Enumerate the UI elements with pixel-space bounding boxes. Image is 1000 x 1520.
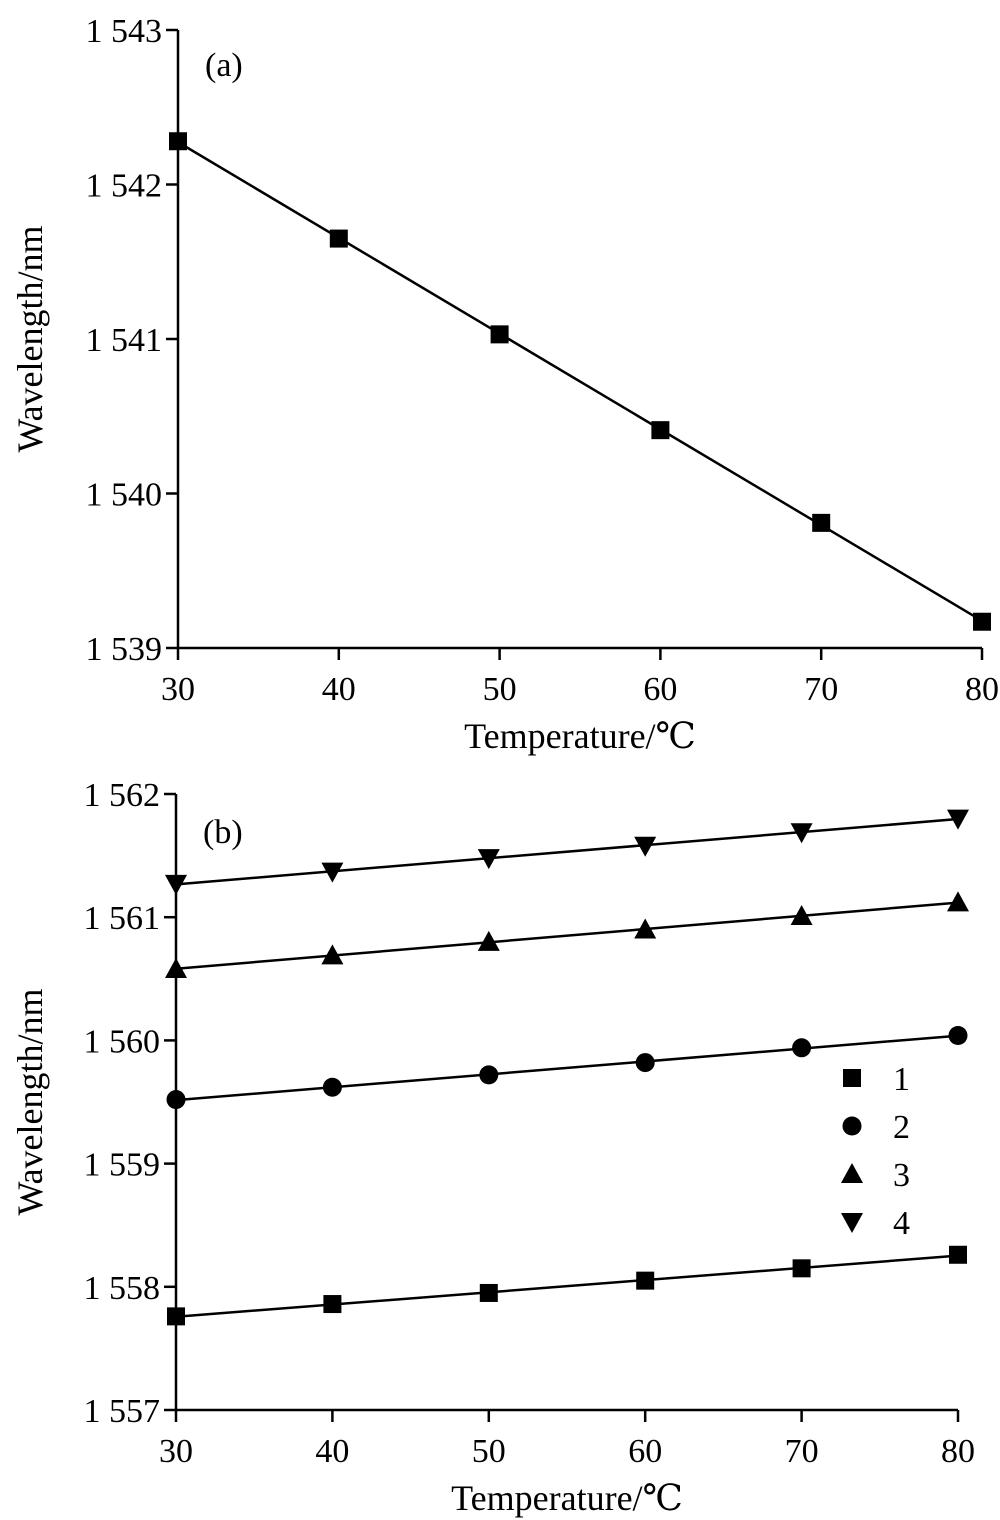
data-point (166, 1090, 186, 1110)
x-tick-label: 70 (785, 1433, 819, 1470)
data-point (790, 823, 813, 844)
chart-panel-a: 1 539 1 540 1 541 1 542 1 543 30 40 50 60 70 80 Tem… (10, 13, 999, 756)
legend-marker (842, 1116, 862, 1136)
data-point (792, 1259, 811, 1278)
x-tick-label: 40 (315, 1433, 349, 1470)
y-tick-label: 1 561 (84, 900, 161, 937)
data-point (165, 874, 187, 895)
data-point (651, 421, 670, 440)
data-point (792, 1038, 812, 1058)
data-point (635, 1053, 655, 1073)
data-point (479, 1283, 498, 1302)
y-tick-label: 1 558 (84, 1270, 161, 1307)
data-point (323, 1295, 342, 1314)
data-point (165, 957, 187, 978)
series-line-4 (175, 817, 959, 886)
data-point (479, 1065, 499, 1085)
x-axis-title: Temperature/℃ (451, 1478, 683, 1518)
data-point (790, 904, 813, 925)
x-tick-label: 50 (483, 671, 517, 708)
y-tick-label: 1 559 (84, 1147, 161, 1184)
data-point (477, 930, 500, 951)
x-tick-label: 30 (159, 1433, 193, 1470)
x-tick-label: 60 (628, 1433, 662, 1470)
y-axis-title: Wavelength/nm (10, 225, 50, 452)
data-point (477, 849, 500, 870)
data-point (634, 918, 657, 939)
x-tick-label: 80 (965, 671, 999, 708)
data-point (948, 1025, 968, 1045)
x-tick-label: 30 (161, 671, 195, 708)
x-tick-label: 70 (804, 671, 838, 708)
data-point (169, 132, 187, 151)
y-tick-label: 1 540 (86, 477, 163, 514)
data-point (636, 1271, 655, 1290)
y-tick-label: 1 557 (84, 1393, 161, 1430)
x-axis-title: Temperature/℃ (464, 716, 696, 756)
data-point (329, 229, 348, 248)
y-tick-label: 1 562 (84, 777, 161, 814)
y-axis-title: Wavelength/nm (10, 988, 50, 1215)
x-tick-label: 80 (941, 1433, 975, 1470)
data-point (321, 944, 344, 965)
legend-label: 1 (893, 1061, 910, 1098)
panel-label: (a) (205, 47, 243, 84)
y-tick-label: 1 541 (86, 322, 163, 359)
legend-marker (841, 1213, 863, 1233)
data-point (947, 891, 969, 912)
panel-label: (b) (203, 814, 243, 851)
data-point (812, 513, 831, 532)
series-line-main (177, 141, 983, 622)
data-point (490, 325, 509, 344)
data-point (973, 612, 991, 631)
legend: 1 2 3 4 (841, 1061, 910, 1242)
x-tick-label: 40 (322, 671, 356, 708)
y-tick-label: 1 542 (86, 168, 163, 205)
y-tick-label: 1 539 (86, 631, 163, 668)
data-point (949, 1245, 967, 1264)
series-line-3 (175, 901, 959, 971)
data-point (947, 809, 969, 830)
series-line-1 (175, 1254, 959, 1318)
chart-panel-b: 1 557 1 558 1 559 1 560 1 561 1 562 30 40 50 60 70… (10, 777, 975, 1518)
data-point (322, 1077, 342, 1097)
data-point (167, 1307, 185, 1326)
legend-marker (843, 1069, 861, 1087)
legend-label: 4 (893, 1205, 910, 1242)
data-point (321, 862, 344, 883)
data-point (634, 836, 657, 857)
y-tick-label: 1 543 (86, 13, 163, 50)
legend-marker (841, 1163, 863, 1183)
legend-label: 2 (893, 1109, 910, 1146)
x-tick-label: 50 (472, 1433, 506, 1470)
series-line-2 (175, 1034, 959, 1102)
legend-label: 3 (893, 1157, 910, 1194)
y-tick-label: 1 560 (84, 1023, 161, 1060)
x-tick-label: 60 (643, 671, 677, 708)
